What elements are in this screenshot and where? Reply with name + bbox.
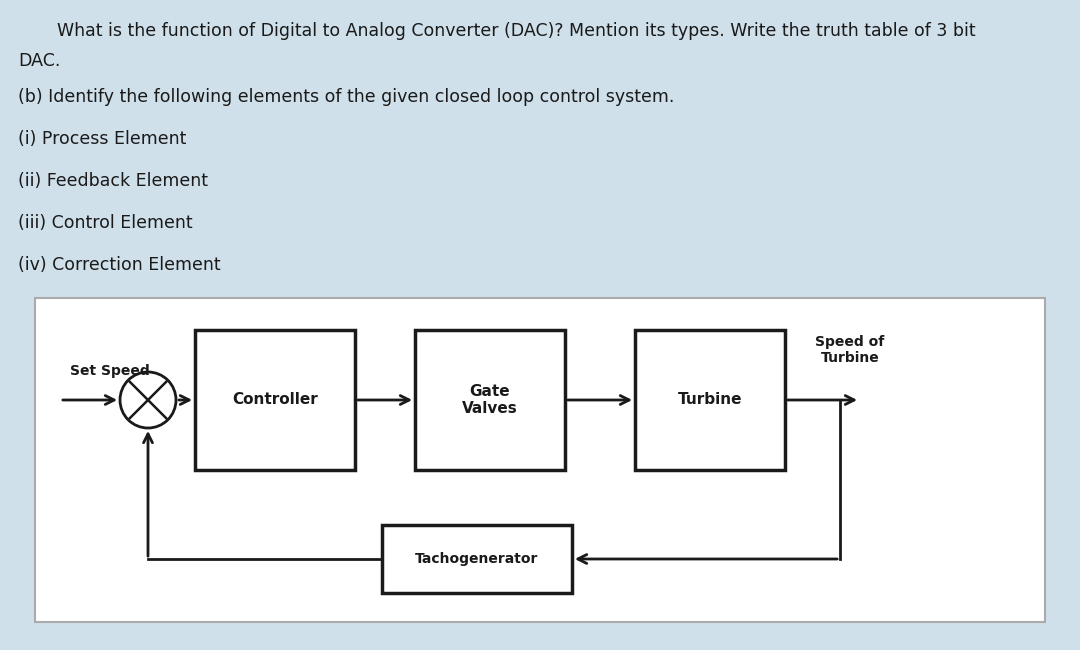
Text: (ii) Feedback Element: (ii) Feedback Element [18,172,208,190]
Text: (i) Process Element: (i) Process Element [18,130,187,148]
Text: Tachogenerator: Tachogenerator [416,552,539,566]
Text: Turbine: Turbine [678,393,742,408]
Bar [35,298,1045,622]
Text: Speed of
Turbine: Speed of Turbine [815,335,885,365]
Bar [382,525,572,593]
Bar [635,330,785,470]
Text: Gate
Valves: Gate Valves [462,384,518,416]
Bar [195,330,355,470]
Bar [415,330,565,470]
Text: Controller: Controller [232,393,318,408]
Text: (b) Identify the following elements of the given closed loop control system.: (b) Identify the following elements of t… [18,88,674,106]
Ellipse shape [120,372,176,428]
Text: (iii) Control Element: (iii) Control Element [18,214,192,232]
Text: (iv) Correction Element: (iv) Correction Element [18,256,220,274]
Text: Set Speed: Set Speed [70,364,150,378]
Text: DAC.: DAC. [18,52,60,70]
Text: What is the function of Digital to Analog Converter (DAC)? Mention its types. Wr: What is the function of Digital to Analo… [35,22,975,40]
